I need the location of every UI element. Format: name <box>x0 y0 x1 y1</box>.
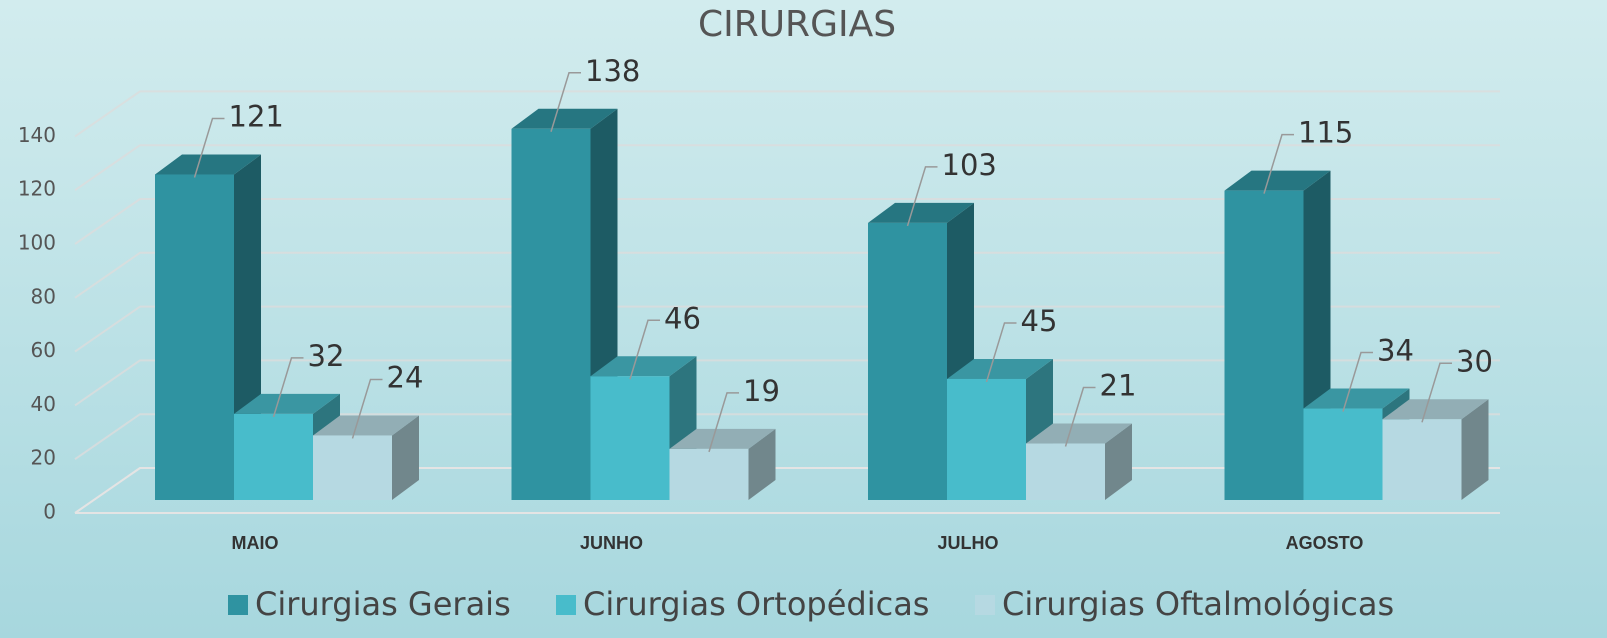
leader-line <box>351 378 383 439</box>
bar <box>155 174 234 500</box>
bar-top <box>1382 399 1489 420</box>
legend-label: Cirurgias Oftalmológicas <box>1002 585 1394 623</box>
grid-line <box>74 90 1500 138</box>
bar-top <box>234 393 340 414</box>
x-tick-label: MAIO <box>232 533 279 553</box>
grid-line <box>74 198 1500 245</box>
data-label: 21 <box>1100 369 1137 403</box>
y-tick-label: 20 <box>31 446 56 470</box>
grid-line <box>74 144 1500 192</box>
data-label: 121 <box>229 100 284 134</box>
y-tick-label: 0 <box>43 500 56 524</box>
bar <box>947 378 1026 500</box>
bar <box>511 128 591 500</box>
legend-label: Cirurgias Gerais <box>255 585 511 623</box>
bar <box>669 448 749 500</box>
y-tick-label: 100 <box>18 231 56 255</box>
bar <box>1026 443 1105 500</box>
bar <box>590 376 670 500</box>
leader-line <box>1064 386 1096 447</box>
bar-top <box>1224 170 1331 191</box>
data-label: 46 <box>664 301 701 335</box>
bar <box>1303 408 1383 500</box>
grid-line <box>74 305 1500 353</box>
leader-line <box>1263 133 1294 194</box>
data-label: 24 <box>387 360 424 394</box>
data-label: 138 <box>585 54 640 88</box>
bar-side <box>392 415 419 500</box>
x-tick-label: JULHO <box>937 533 998 553</box>
leader-line <box>550 72 581 132</box>
bar-top <box>155 154 261 175</box>
y-tick-label: 120 <box>18 177 56 201</box>
data-label: 30 <box>1456 344 1493 378</box>
bar-top <box>511 108 618 129</box>
legend-label: Cirurgias Ortopédicas <box>583 585 929 623</box>
data-label: 34 <box>1377 334 1414 368</box>
bar <box>234 413 313 500</box>
leader-line <box>985 322 1017 383</box>
x-tick-label: JUNHO <box>580 533 643 553</box>
leader-line <box>1421 362 1452 423</box>
bar <box>868 222 947 500</box>
bar-top <box>313 415 419 436</box>
y-tick-label: 60 <box>31 338 56 362</box>
leader-line <box>629 319 660 380</box>
y-tick-label: 80 <box>31 284 56 308</box>
legend-swatch <box>228 595 248 615</box>
data-label: 32 <box>308 339 345 373</box>
leader-line <box>708 392 739 453</box>
leader-line <box>272 357 304 418</box>
leader-line <box>193 117 225 178</box>
bar-top <box>868 202 974 223</box>
data-label: 115 <box>1298 116 1353 150</box>
data-label: 19 <box>743 374 780 408</box>
y-tick-label: 140 <box>18 123 56 147</box>
bar-top <box>947 358 1053 379</box>
leader-line <box>906 166 938 227</box>
bar <box>313 435 392 500</box>
data-label: 45 <box>1021 304 1058 338</box>
bar-top <box>1303 388 1410 409</box>
bar-side <box>1105 423 1132 500</box>
leader-line <box>1342 351 1373 412</box>
y-tick-label: 40 <box>31 392 56 416</box>
legend-swatch <box>975 595 995 615</box>
bar-top <box>669 428 776 449</box>
grid-line <box>74 251 1500 299</box>
chart-title: CIRURGIAS <box>698 4 896 45</box>
bar <box>1382 419 1462 500</box>
data-label: 103 <box>942 148 997 182</box>
x-tick-label: AGOSTO <box>1286 533 1364 553</box>
bar-top <box>1026 423 1132 444</box>
bar-side <box>1461 399 1489 500</box>
bar-top <box>590 356 697 377</box>
bar <box>1224 190 1304 500</box>
bar-side <box>748 428 776 500</box>
legend-swatch <box>556 595 576 615</box>
